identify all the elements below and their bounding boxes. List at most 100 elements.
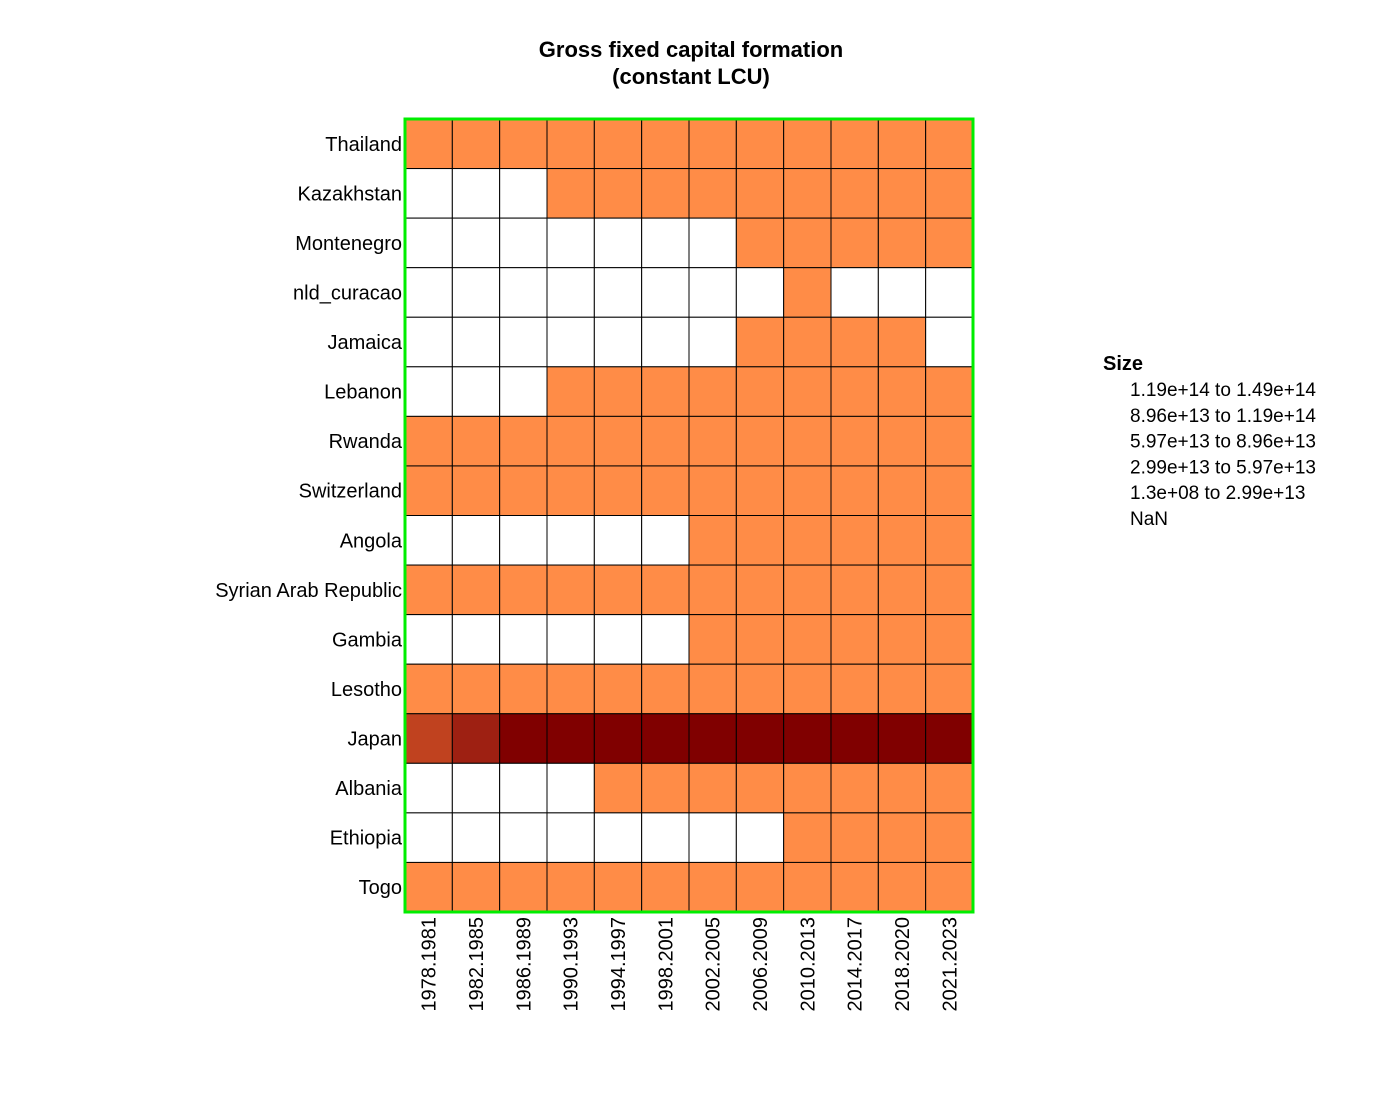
row-label: Gambia: [332, 629, 403, 651]
heatmap-cell: [830, 762, 879, 814]
heatmap-cell: [830, 663, 879, 715]
heatmap-cell: [830, 564, 879, 616]
legend-item-label: 1.19e+14 to 1.49e+14: [1130, 380, 1316, 401]
column-label: 2018.2020: [892, 917, 914, 1012]
heatmap-cell: [451, 465, 501, 516]
heatmap-cell: [404, 663, 453, 715]
heatmap-cell: [546, 465, 595, 516]
heatmap-cell: [925, 217, 974, 269]
legend-item-label: 5.97e+13 to 8.96e+13: [1130, 432, 1316, 453]
column-label: 2010.2013: [797, 917, 819, 1012]
heatmap-cell: [783, 663, 832, 715]
legend-title: Size: [1103, 353, 1143, 375]
heatmap-cell: [877, 415, 927, 467]
heatmap-cell: [830, 316, 879, 368]
column-label: 1990.1993: [561, 917, 583, 1012]
heatmap-cell: [877, 366, 927, 417]
row-label: Angola: [340, 530, 403, 552]
heatmap-cell: [688, 515, 737, 566]
heatmap-cell: [877, 168, 927, 219]
heatmap-cell: [593, 713, 643, 764]
heatmap-cell: [641, 316, 690, 368]
heatmap-cell: [546, 861, 595, 913]
heatmap-cell: [735, 564, 785, 616]
row-label: Syrian Arab Republic: [215, 580, 402, 602]
row-label: Jamaica: [328, 332, 403, 354]
heatmap-cell: [499, 415, 548, 467]
heatmap-cell: [830, 812, 879, 863]
heatmap-cell: [451, 316, 501, 368]
heatmap-cell: [925, 663, 974, 715]
heatmap-cell: [404, 861, 453, 913]
heatmap-cell: [877, 118, 927, 170]
heatmap-cell: [546, 663, 595, 715]
heatmap-cell: [830, 217, 879, 269]
heatmap-cell: [877, 614, 927, 665]
heatmap-cell: [451, 861, 501, 913]
heatmap-cell: [925, 118, 974, 170]
heatmap-cell: [451, 564, 501, 616]
row-label: Kazakhstan: [297, 183, 402, 205]
column-label: 2002.2005: [703, 917, 725, 1012]
heatmap-cell: [593, 415, 643, 467]
heatmap-cell: [499, 316, 548, 368]
heatmap-cell: [404, 564, 453, 616]
heatmap-cell: [925, 861, 974, 913]
heatmap-cell: [877, 713, 927, 764]
heatmap-cell: [593, 217, 643, 269]
heatmap-cell: [451, 762, 501, 814]
row-label: Switzerland: [299, 481, 402, 503]
chart-title-line-2: (constant LCU): [612, 64, 770, 89]
heatmap-cell: [830, 118, 879, 170]
heatmap-cell: [451, 118, 501, 170]
heatmap-cell: [404, 267, 453, 318]
heatmap-cell: [593, 366, 643, 417]
heatmap-cell: [593, 515, 643, 566]
heatmap-cell: [830, 168, 879, 219]
heatmap-cell: [877, 515, 927, 566]
heatmap-cell: [830, 465, 879, 516]
heatmap-cell: [641, 465, 690, 516]
heatmap-cell: [546, 415, 595, 467]
heatmap-cell: [735, 415, 785, 467]
column-label: 2014.2017: [845, 917, 867, 1012]
heatmap-cell: [499, 861, 548, 913]
column-label: 2021.2023: [939, 917, 961, 1012]
heatmap-cell: [546, 812, 595, 863]
heatmap-cell: [735, 713, 785, 764]
heatmap-cell: [877, 564, 927, 616]
heatmap-cell: [404, 168, 453, 219]
column-label: 1982.1985: [466, 917, 488, 1012]
row-label: Japan: [348, 729, 403, 751]
heatmap-cell: [499, 762, 548, 814]
heatmap-cell: [925, 812, 974, 863]
heatmap-cell: [688, 762, 737, 814]
heatmap-cell: [783, 564, 832, 616]
heatmap-cell: [404, 614, 453, 665]
heatmap-cell: [877, 267, 927, 318]
plot-frame: [403, 117, 975, 914]
heatmap-cell: [499, 515, 548, 566]
heatmap-cell: [499, 564, 548, 616]
row-labels: Thailand Kazakhstan Montenegro nld_curacao J…: [215, 134, 403, 899]
legend-item-label: NaN: [1130, 509, 1168, 530]
heatmap-cell: [735, 515, 785, 566]
heatmap-cell: [546, 564, 595, 616]
chart-title: Gross fixed capital formation (constant …: [539, 37, 843, 89]
column-labels: 1978.1981 1982.1985 1986.1989 1990.1993 1994…: [419, 917, 962, 1012]
heatmap-cell: [499, 663, 548, 715]
heatmap-cell: [783, 861, 832, 913]
heatmap-cell: [546, 713, 595, 764]
column-label: 1998.2001: [655, 917, 677, 1012]
row-label: Rwanda: [329, 431, 403, 453]
heatmap-cell: [925, 316, 974, 368]
heatmap-cell: [735, 267, 785, 318]
heatmap-cell: [830, 713, 879, 764]
heatmap-cell: [641, 812, 690, 863]
heatmap-cell: [925, 713, 974, 764]
heatmap-cell: [593, 762, 643, 814]
heatmap-cell: [593, 267, 643, 318]
heatmap-cell: [925, 465, 974, 516]
heatmap-cell: [499, 217, 548, 269]
heatmap-cell: [546, 316, 595, 368]
